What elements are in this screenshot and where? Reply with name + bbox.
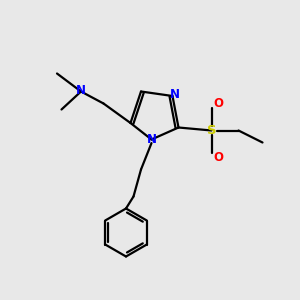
Text: O: O (213, 151, 223, 164)
Text: S: S (207, 124, 216, 137)
Text: N: N (146, 133, 157, 146)
Text: O: O (213, 97, 223, 110)
Text: N: N (76, 83, 86, 97)
Text: N: N (170, 88, 180, 101)
